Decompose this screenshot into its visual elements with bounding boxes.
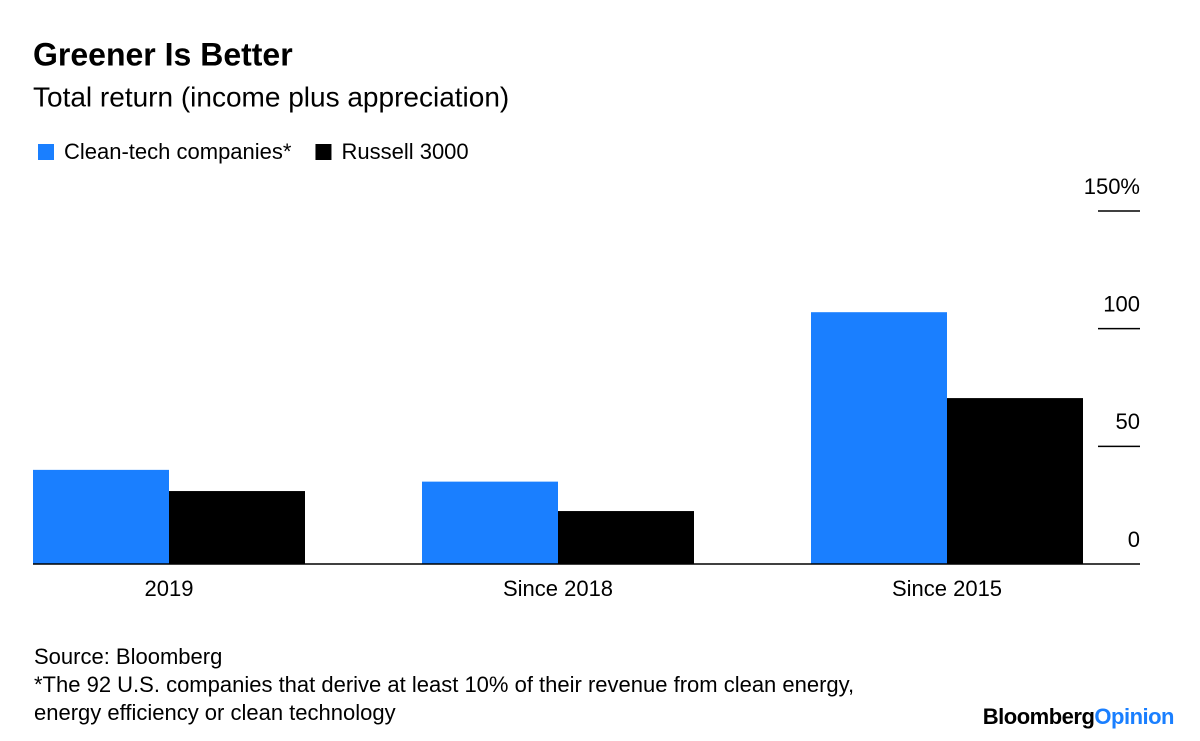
- bar: [947, 398, 1083, 564]
- logo-product: Opinion: [1094, 704, 1174, 729]
- legend-label: Russell 3000: [341, 139, 468, 164]
- y-tick-label: 50: [1116, 409, 1140, 434]
- y-tick-label: 0: [1128, 527, 1140, 552]
- x-tick-label: Since 2018: [503, 576, 613, 601]
- chart-subtitle: Total return (income plus appreciation): [33, 81, 509, 112]
- bar: [33, 469, 169, 564]
- bar: [422, 481, 558, 564]
- legend-swatch: [315, 144, 332, 160]
- bar: [811, 312, 947, 564]
- y-tick-label: 150%: [1084, 174, 1140, 199]
- bar: [558, 511, 694, 564]
- legend-swatch: [38, 144, 54, 160]
- bar: [169, 491, 305, 564]
- source: Source: Bloomberg: [34, 644, 223, 669]
- logo-brand: Bloomberg: [982, 704, 1095, 729]
- x-tick-label: 2019: [145, 576, 194, 601]
- chart-title: Greener Is Better: [33, 36, 293, 72]
- y-tick-label: 100: [1103, 291, 1140, 316]
- x-tick-label: Since 2015: [892, 576, 1002, 601]
- logo: BloombergOpinion: [982, 704, 1175, 730]
- legend-label: Clean-tech companies*: [64, 139, 292, 164]
- footnote: *The 92 U.S. companies that derive at le…: [34, 672, 855, 725]
